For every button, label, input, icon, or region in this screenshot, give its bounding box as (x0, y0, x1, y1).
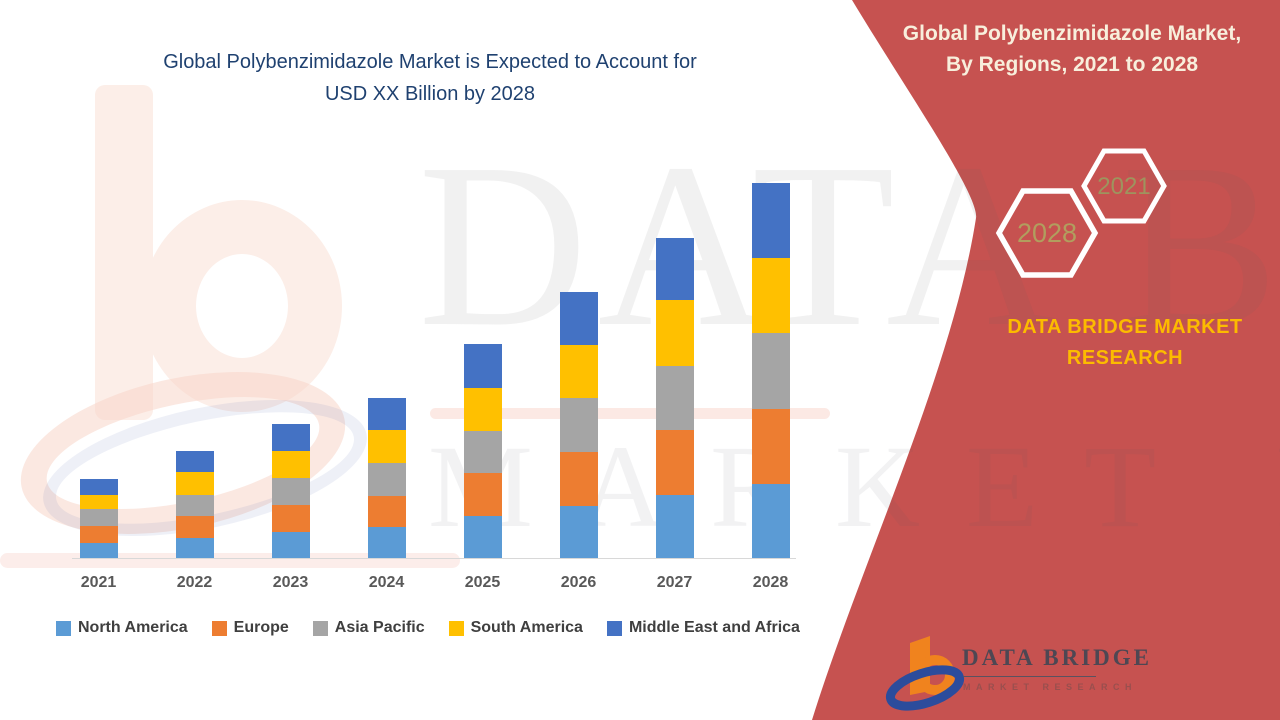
x-axis-label-2025: 2025 (464, 574, 501, 591)
legend-label-south-america: South America (470, 619, 583, 636)
bar-segment-2024-asia-pacific (367, 463, 406, 496)
x-axis-label-2022: 2022 (176, 574, 213, 591)
x-axis-label-2024: 2024 (368, 574, 405, 591)
bar-2021 (79, 479, 118, 558)
legend-swatch-icon-south-america (448, 620, 464, 636)
legend-item-south-america: South America (448, 619, 583, 637)
bar-2023 (271, 424, 310, 558)
brand-text-line1: DATA BRIDGE MARKET (1007, 316, 1243, 338)
bar-segment-2028-europe (751, 409, 790, 484)
right-panel-title-line1: Global Polybenzimidazole Market, (902, 22, 1242, 45)
bar-segment-2027-north-america (655, 495, 694, 558)
legend-label-asia-pacific: Asia Pacific (334, 619, 425, 636)
bar-segment-2023-north-america (271, 532, 310, 558)
watermark-logo-stem (95, 85, 153, 420)
right-panel-title-line2: By Regions, 2021 to 2028 (945, 53, 1199, 76)
brand-text: DATA BRIDGE MARKET RESEARCH (968, 312, 1280, 374)
bar-segment-2028-asia-pacific (751, 333, 790, 409)
legend-item-middle-east-and-africa: Middle East and Africa (606, 619, 800, 637)
bar-segment-2027-middle-east-and-africa (655, 238, 694, 300)
hexagon-2021-icon (1081, 148, 1167, 224)
bar-segment-2022-asia-pacific (175, 495, 214, 516)
hexagon-2028-icon (995, 188, 1099, 278)
hexagon-badges: 2028 2021 (995, 148, 1167, 278)
legend-label-europe: Europe (233, 619, 289, 636)
bar-segment-2027-europe (655, 430, 694, 495)
chart-title-line1: Global Polybenzimidazole Market is Expec… (163, 51, 697, 73)
x-axis-label-2027: 2027 (656, 574, 693, 591)
bar-segment-2024-europe (367, 496, 406, 527)
legend-swatch-icon-asia-pacific (312, 620, 328, 636)
bar-segment-2025-middle-east-and-africa (463, 344, 502, 388)
bar-2024 (367, 398, 406, 558)
legend-item-europe: Europe (211, 619, 289, 637)
legend-label-north-america: North America (78, 619, 188, 636)
x-axis-label-2021: 2021 (80, 574, 117, 591)
legend-item-asia-pacific: Asia Pacific (312, 619, 425, 637)
bar-2025 (463, 344, 502, 558)
chart-title: Global Polybenzimidazole Market is Expec… (30, 46, 830, 110)
bar-segment-2026-north-america (559, 506, 598, 558)
bar-segment-2023-asia-pacific (271, 478, 310, 505)
bar-segment-2026-europe (559, 452, 598, 506)
bar-segment-2021-asia-pacific (79, 509, 118, 526)
chart-title-line2: USD XX Billion by 2028 (324, 83, 536, 105)
right-panel-title: Global Polybenzimidazole Market, By Regi… (872, 18, 1272, 80)
bar-segment-2022-south-america (175, 472, 214, 495)
bar-segment-2025-asia-pacific (463, 431, 502, 473)
legend-swatch-icon-middle-east-and-africa (606, 620, 622, 636)
bar-2028 (751, 183, 790, 558)
hexagon-2021-label: 2021 (1097, 173, 1150, 200)
bar-segment-2027-south-america (655, 300, 694, 366)
footer-logo-text: DATA BRIDGE (962, 645, 1152, 670)
bar-2022 (175, 451, 214, 558)
bar-segment-2025-europe (463, 473, 502, 516)
footer-logo-rule (963, 676, 1096, 677)
bar-segment-2024-south-america (367, 430, 406, 463)
bar-segment-2027-asia-pacific (655, 366, 694, 430)
legend-item-north-america: North America (56, 619, 188, 637)
bar-segment-2028-south-america (751, 258, 790, 333)
bar-segment-2025-south-america (463, 388, 502, 431)
bar-segment-2022-europe (175, 516, 214, 538)
legend-swatch-icon-europe (211, 620, 227, 636)
bar-segment-2023-south-america (271, 451, 310, 478)
legend: North America Europe Asia Pacific South Ame… (56, 617, 800, 639)
bar-segment-2026-asia-pacific (559, 398, 598, 452)
bar-segment-2028-middle-east-and-africa (751, 183, 790, 258)
footer-logo-subtext: MARKET RESEARCH (963, 682, 1138, 692)
bar-segment-2023-europe (271, 505, 310, 532)
bar-segment-2021-europe (79, 526, 118, 543)
hexagon-2028-label: 2028 (1017, 218, 1077, 248)
x-axis-label-2028: 2028 (752, 574, 789, 591)
bar-segment-2023-middle-east-and-africa (271, 424, 310, 451)
legend-label-middle-east-and-africa: Middle East and Africa (628, 619, 800, 636)
x-axis-label-2026: 2026 (560, 574, 597, 591)
bar-segment-2021-middle-east-and-africa (79, 479, 118, 495)
bar-segment-2024-north-america (367, 527, 406, 558)
x-axis-label-2023: 2023 (272, 574, 309, 591)
plot-area: 2021 2022 2023 2024 2025 2026 2027 2028 (72, 183, 796, 591)
bar-2027 (655, 238, 694, 558)
bar-segment-2021-south-america (79, 495, 118, 509)
bar-segment-2026-south-america (559, 345, 598, 398)
bar-segment-2022-middle-east-and-africa (175, 451, 214, 472)
bar-segment-2022-north-america (175, 538, 214, 558)
bar-segment-2021-north-america (79, 543, 118, 558)
watermark-streak-mid (430, 408, 830, 419)
bar-segment-2025-north-america (463, 516, 502, 558)
brand-text-line2: RESEARCH (1066, 347, 1184, 369)
bar-2026 (559, 292, 598, 558)
bar-segment-2024-middle-east-and-africa (367, 398, 406, 430)
x-axis-line (72, 558, 796, 559)
data-bridge-logo-icon (885, 636, 965, 711)
bar-segment-2026-middle-east-and-africa (559, 292, 598, 345)
legend-swatch-icon-north-america (56, 620, 71, 636)
bar-segment-2028-north-america (751, 484, 790, 558)
logo-swoosh-icon (885, 665, 965, 711)
